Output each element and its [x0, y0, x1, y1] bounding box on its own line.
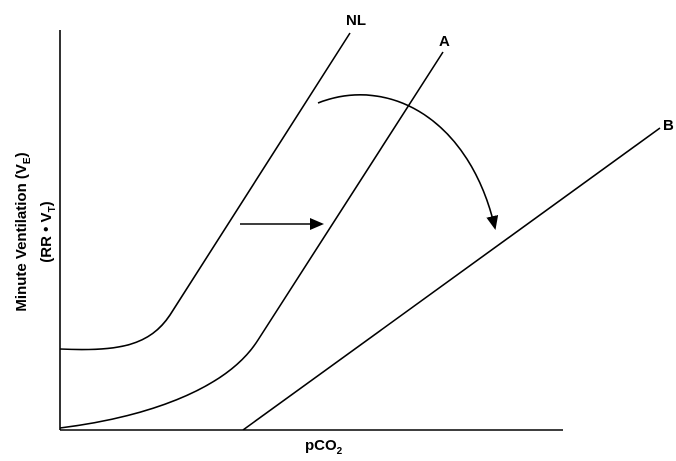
y-axis-label-line2: (RR • VT) — [38, 201, 58, 262]
curve-nl — [59, 32, 351, 351]
curve-a — [59, 51, 444, 429]
curve-b — [242, 127, 661, 431]
curve-label-a: A — [439, 33, 450, 50]
curve-label-b: B — [663, 117, 674, 134]
x-axis-label: pCO2 — [305, 437, 343, 456]
y-axis-label-line1: Minute Ventilation (VE) — [13, 152, 33, 311]
y-axis-label: Minute Ventilation (VE) (RR • VT) — [13, 152, 58, 311]
curved-arrow — [317, 94, 499, 230]
curve-label-nl: NL — [346, 12, 366, 29]
